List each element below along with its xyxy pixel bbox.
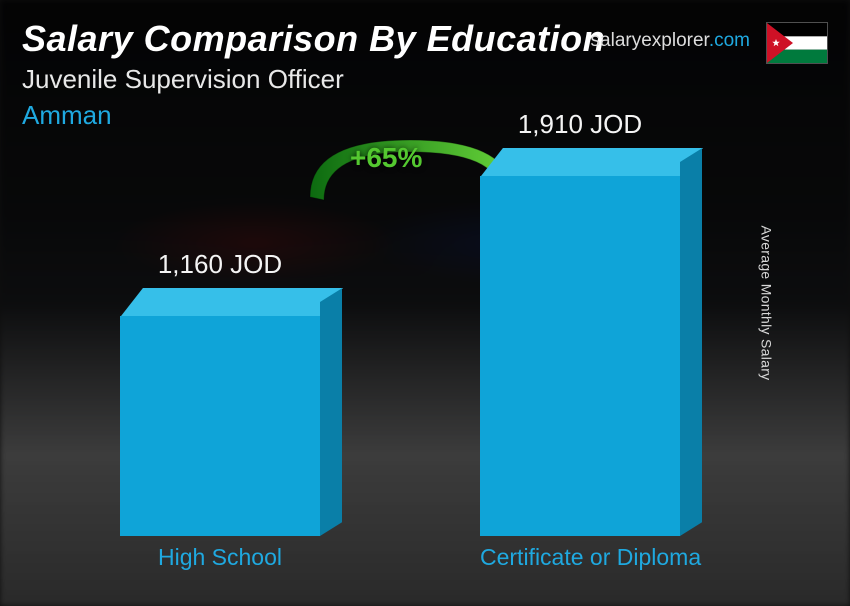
bar-top-face [481, 148, 703, 176]
bar-side-face [680, 148, 702, 536]
bar-front-face [120, 316, 320, 536]
location-label: Amman [22, 100, 112, 131]
percent-increase-badge: +65% [350, 142, 422, 174]
bar-front-face [480, 176, 680, 536]
bar-chart: +65% 1,160 JODHigh School1,910 JODCertif… [60, 140, 770, 576]
job-title: Juvenile Supervision Officer [22, 64, 344, 95]
bar-category-label: High School [120, 544, 320, 571]
bar-1: 1,910 JODCertificate or Diploma [480, 176, 680, 536]
bar-side-face [320, 288, 342, 536]
bar-top-face [121, 288, 343, 316]
page-title: Salary Comparison By Education [22, 18, 605, 60]
attribution-suffix: .com [709, 30, 750, 51]
attribution: salaryexplorer.com [591, 30, 750, 52]
flag-icon [766, 22, 828, 64]
bar-0: 1,160 JODHigh School [120, 316, 320, 536]
bar-category-label: Certificate or Diploma [480, 544, 680, 571]
attribution-prefix: salaryexplorer [591, 30, 709, 51]
bar-value-label: 1,160 JOD [120, 249, 320, 280]
content-layer: Salary Comparison By Education Juvenile … [0, 0, 850, 606]
bar-value-label: 1,910 JOD [480, 109, 680, 140]
